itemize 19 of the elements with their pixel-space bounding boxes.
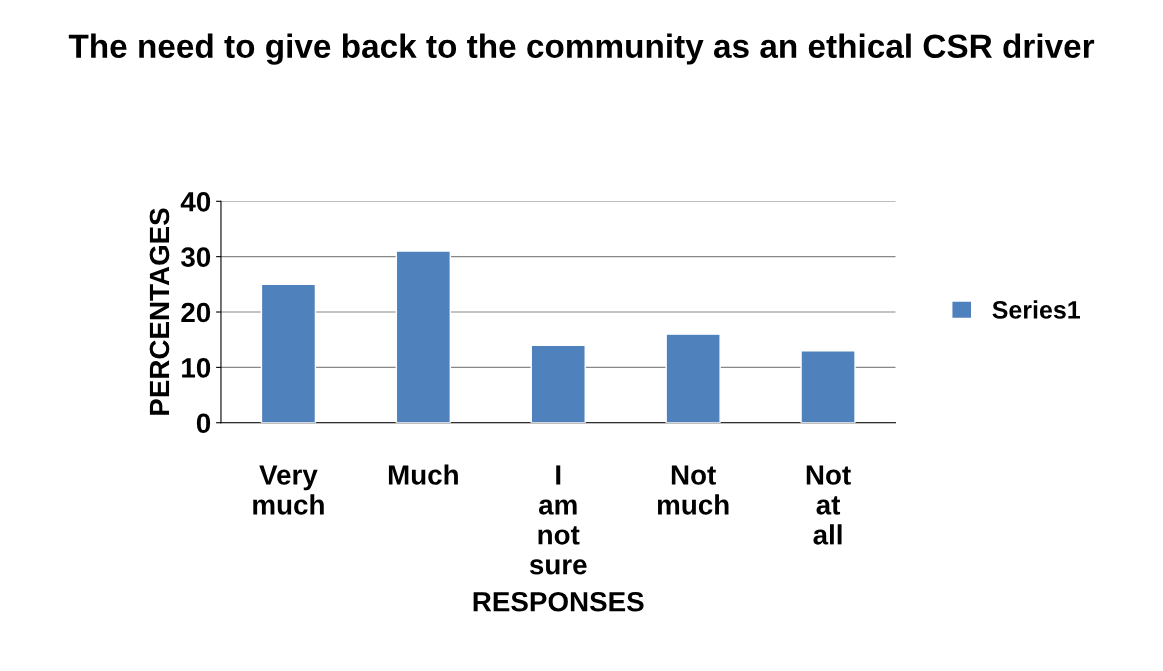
bar	[530, 344, 586, 423]
x-tick-label: I am not sure	[529, 465, 587, 575]
legend-label: Series1	[992, 300, 1081, 319]
bar	[260, 283, 317, 423]
x-tick-label: Not much	[657, 465, 729, 515]
x-tick-label: Much	[388, 464, 458, 485]
bar	[800, 350, 856, 423]
chart-title: The need to give back to the community as an ethical CSR driver	[68, 33, 1095, 65]
y-tick-label: 20	[181, 302, 211, 323]
y-tick-label: 40	[180, 191, 211, 212]
y-axis-title: PERCENTAGES	[149, 208, 170, 415]
bar	[665, 333, 721, 423]
y-tick-label: 10	[182, 358, 211, 378]
x-axis-title: RESPONSES	[473, 591, 644, 612]
bar	[395, 250, 452, 423]
y-tick-label: 0	[196, 413, 211, 434]
y-tick-label: 30	[180, 247, 211, 268]
x-tick-label: Not at all	[806, 465, 851, 545]
x-tick-label: Very much	[253, 465, 324, 515]
